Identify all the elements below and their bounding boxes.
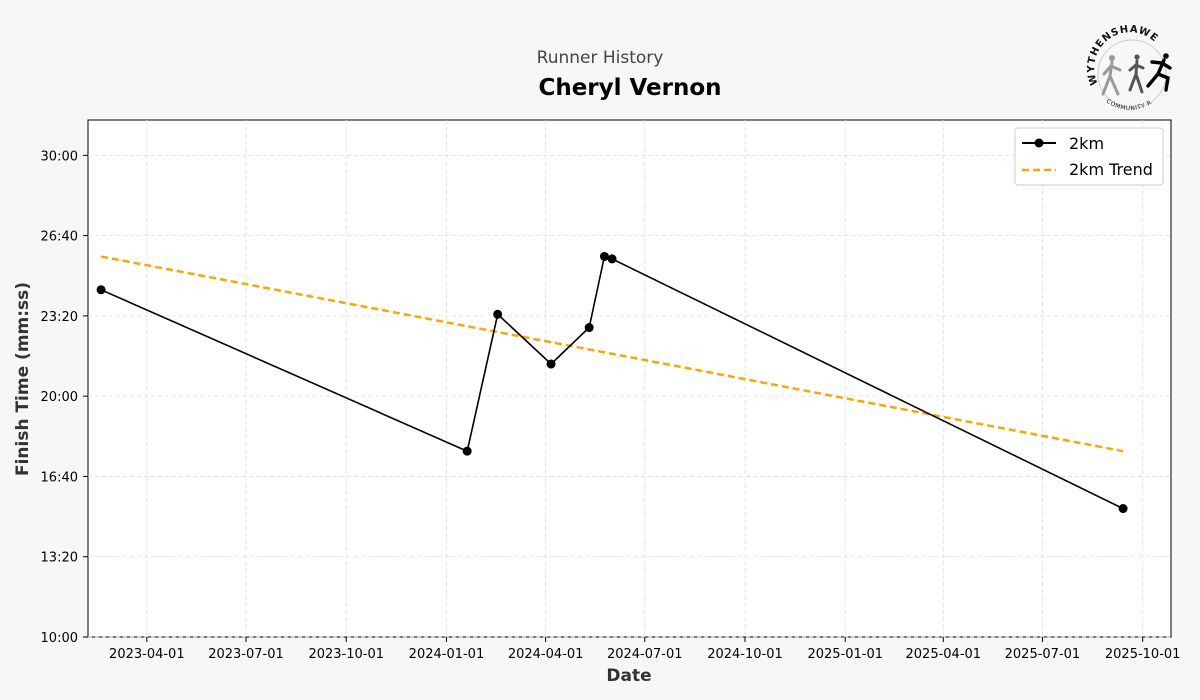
legend-label-trend: 2km Trend (1069, 160, 1153, 179)
y-tick-label: 10:00 (41, 631, 78, 646)
data-point[interactable] (584, 323, 594, 333)
x-tick-label: 2024-04-01 (508, 647, 584, 662)
data-point[interactable] (493, 309, 503, 319)
x-tick-label: 2024-10-01 (707, 647, 783, 662)
y-axis-ticks: 10:00 13:20 16:40 20:00 23:20 26:40 30:00 (41, 149, 88, 646)
y-tick-label: 23:20 (41, 310, 78, 325)
plot-area (87, 119, 1172, 638)
chart-title: Cheryl Vernon (538, 75, 721, 101)
x-axis-ticks: 2023-04-01 2023-07-01 2023-10-01 2024-01-01… (109, 637, 1180, 662)
data-point[interactable] (599, 251, 609, 261)
x-tick-label: 2025-04-01 (906, 647, 982, 662)
logo-ring (1097, 39, 1167, 109)
logo-name: WYTHENSHAWE (1086, 24, 1160, 86)
series (96, 251, 1128, 514)
x-tick-label: 2023-04-01 (109, 647, 185, 662)
legend[interactable]: 2km 2km Trend (1014, 127, 1164, 186)
grid (88, 120, 1171, 638)
x-tick-label: 2024-07-01 (607, 647, 683, 662)
legend-marker-2km (1034, 138, 1044, 148)
y-tick-label: 13:20 (41, 551, 78, 566)
x-tick-label: 2023-10-01 (308, 647, 384, 662)
legend-label-2km: 2km (1069, 134, 1104, 153)
data-point[interactable] (546, 359, 556, 369)
trend-line (100, 255, 1124, 453)
x-tick-label: 2025-07-01 (1005, 647, 1081, 662)
chart-subtitle: Runner History (537, 48, 664, 68)
y-tick-label: 26:40 (41, 230, 78, 245)
data-point[interactable] (607, 254, 617, 264)
data-point[interactable] (96, 285, 106, 295)
data-point[interactable] (462, 446, 472, 456)
y-tick-label: 16:40 (41, 470, 78, 485)
x-tick-label: 2023-07-01 (208, 647, 284, 662)
runners-logo-icon (1101, 53, 1172, 96)
x-axis-label: Date (606, 666, 651, 686)
y-tick-label: 30:00 (41, 149, 78, 164)
y-tick-label: 20:00 (41, 390, 78, 405)
data-point[interactable] (1118, 504, 1128, 514)
x-tick-label: 2024-01-01 (409, 647, 485, 662)
x-tick-label: 2025-01-01 (807, 647, 883, 662)
y-axis-label: Finish Time (mm:ss) (13, 282, 33, 476)
x-tick-label: 2025-10-01 (1105, 647, 1181, 662)
club-logo: WYTHENSHAWE COMMUNITY RUN (1086, 24, 1172, 112)
